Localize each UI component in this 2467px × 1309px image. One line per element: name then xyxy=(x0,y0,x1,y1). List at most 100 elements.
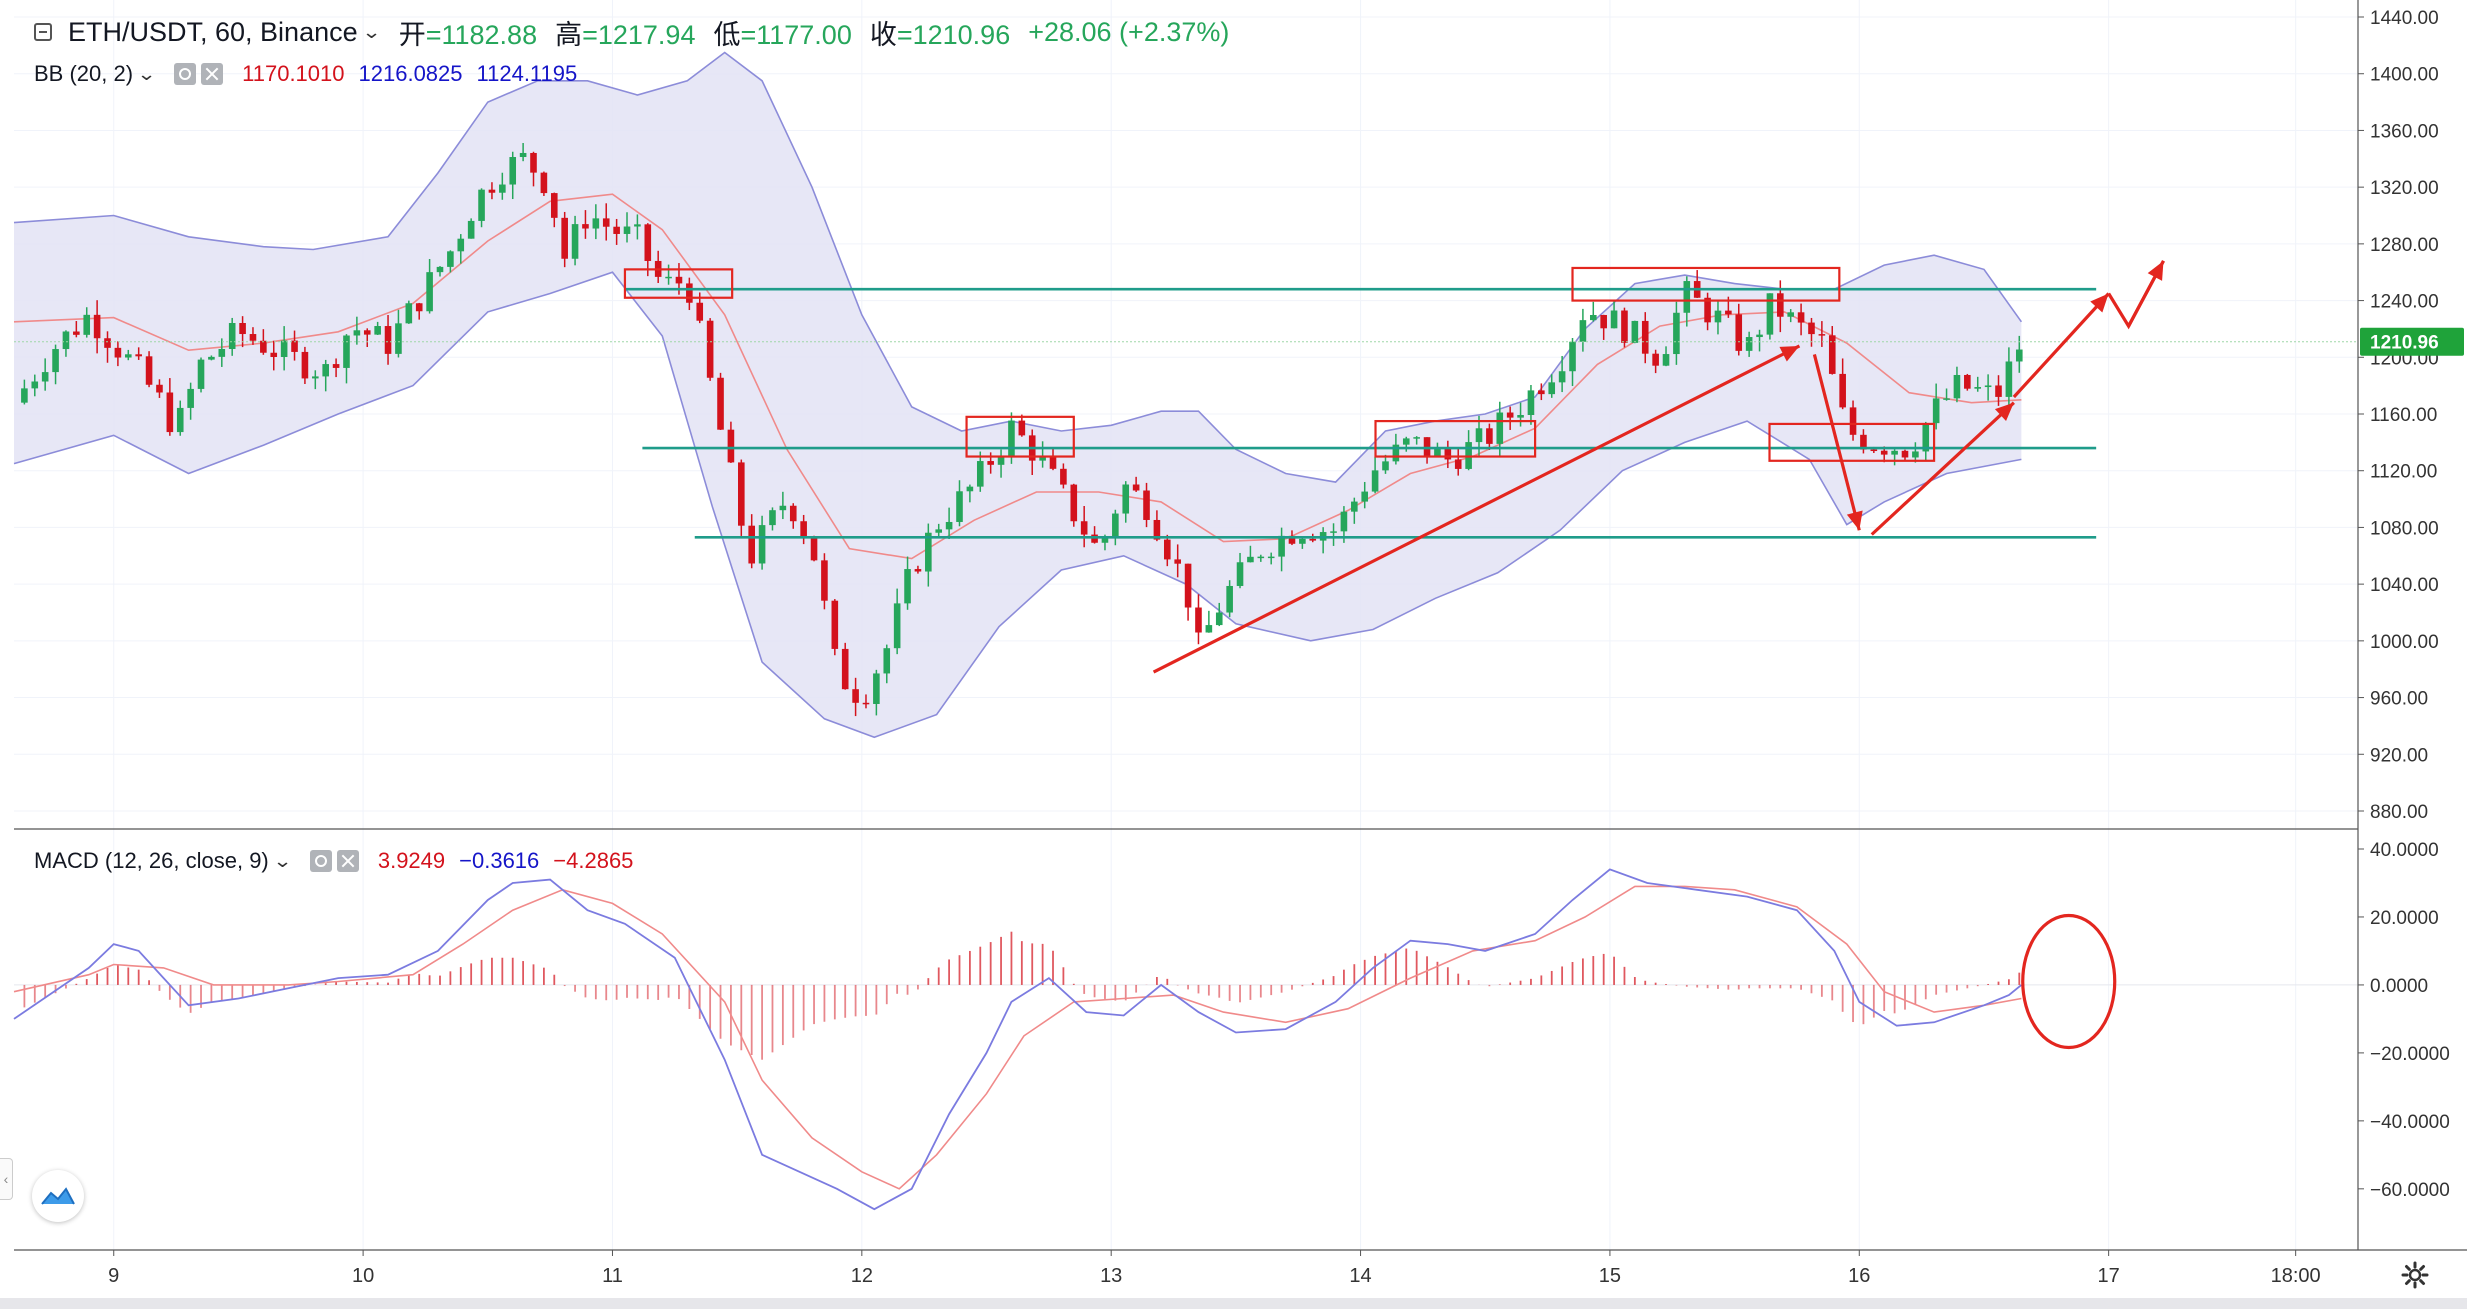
symbol-label[interactable]: ETH/USDT, 60, Binance xyxy=(68,16,358,47)
close-icon[interactable] xyxy=(201,63,224,85)
candle-body xyxy=(93,314,101,339)
collapse-legend-icon[interactable] xyxy=(34,23,52,41)
candle-body xyxy=(800,521,807,537)
candle-body xyxy=(145,356,153,385)
macd-label[interactable]: MACD (12, 26, close, 9) xyxy=(34,848,269,873)
candle-body xyxy=(789,505,797,522)
candle-body xyxy=(779,505,787,511)
candle-body xyxy=(197,359,205,389)
candle-body xyxy=(52,349,59,373)
candle-body xyxy=(1527,390,1535,415)
time-axis-label: 12 xyxy=(851,1265,873,1287)
candle-body xyxy=(1943,398,1950,400)
candle-body xyxy=(582,224,589,229)
candle-body xyxy=(623,226,631,234)
close-icon[interactable] xyxy=(336,850,359,872)
price-axis-label: 880.00 xyxy=(2370,802,2428,823)
bottom-scrollbar[interactable] xyxy=(0,1298,2467,1309)
candle-body xyxy=(1351,501,1358,512)
candle-body xyxy=(1880,450,1888,455)
macd-axis-label: −20.0000 xyxy=(2370,1044,2450,1065)
candle-body xyxy=(613,226,620,234)
eye-icon[interactable] xyxy=(174,63,197,85)
chevron-down-icon[interactable]: ⌄ xyxy=(361,21,381,42)
candle-body xyxy=(873,673,880,704)
time-axis-label: 16 xyxy=(1848,1265,1870,1287)
macd-signal-line xyxy=(13,885,2022,1190)
candle-body xyxy=(1964,374,1971,389)
price-axis-label: 1320.00 xyxy=(2370,178,2439,199)
candle-body xyxy=(1122,484,1130,514)
collapse-panel-tab[interactable]: ‹ xyxy=(0,1158,13,1200)
eye-icon[interactable] xyxy=(309,850,332,872)
chevron-down-icon[interactable]: ⌄ xyxy=(136,63,157,84)
candle-body xyxy=(1995,385,2002,397)
candle-body xyxy=(665,276,672,279)
candle-body xyxy=(1486,428,1493,444)
candle-body xyxy=(1548,382,1556,395)
candle-body xyxy=(1673,312,1680,355)
chevron-down-icon[interactable]: ⌄ xyxy=(272,850,293,871)
bollinger-label[interactable]: BB (20, 2) xyxy=(34,61,134,86)
candle-body xyxy=(384,326,392,354)
time-axis-label: 11 xyxy=(602,1265,623,1287)
arrow-head xyxy=(1846,510,1863,531)
candle-body xyxy=(1756,334,1763,338)
candle-body xyxy=(280,340,288,358)
candle-body xyxy=(1506,412,1514,418)
candle-body xyxy=(1309,538,1317,541)
candle-body xyxy=(1049,455,1057,469)
candle-body xyxy=(976,461,984,487)
candle-body xyxy=(1641,320,1649,354)
candle-body xyxy=(1621,310,1628,343)
candle-body xyxy=(1143,490,1150,520)
bollinger-upper-value: 1216.0825 xyxy=(358,61,463,86)
symbol-legend: ETH/USDT, 60, Binance ⌄ 开=1182.88 高=1217… xyxy=(34,12,1229,52)
candle-body xyxy=(831,600,839,649)
candle-body xyxy=(925,532,932,572)
candle-body xyxy=(270,352,278,358)
macd-axis-label: 0.0000 xyxy=(2370,976,2428,997)
candle-body xyxy=(135,354,142,357)
gear-icon[interactable] xyxy=(2398,1258,2432,1292)
candle-body xyxy=(852,689,859,703)
macd-histogram-value: 3.9249 xyxy=(377,848,446,873)
candle-body xyxy=(436,266,444,273)
annotation-box xyxy=(1374,419,1537,458)
price-axis-label: 1160.00 xyxy=(2370,405,2437,426)
candle-body xyxy=(353,330,361,336)
candle-body xyxy=(363,330,371,335)
candle-body xyxy=(457,238,465,252)
candle-body xyxy=(717,377,724,430)
candle-body xyxy=(1080,521,1088,535)
price-axis-label: 960.00 xyxy=(2370,689,2428,710)
last-price-tag xyxy=(2360,327,2464,356)
candle-body xyxy=(1132,484,1140,491)
candle-body xyxy=(239,323,246,335)
candle-body xyxy=(426,272,433,312)
candle-body xyxy=(519,152,527,158)
price-axis-label: 1120.00 xyxy=(2370,462,2437,483)
candle-body xyxy=(1558,371,1566,383)
price-axis-label: 1040.00 xyxy=(2370,575,2439,596)
candle-body xyxy=(1932,398,1940,424)
candle-body xyxy=(114,347,122,358)
candle-body xyxy=(1288,535,1296,544)
time-axis-label: 14 xyxy=(1349,1265,1371,1287)
candle-body xyxy=(1600,314,1607,329)
price-axis-label: 1000.00 xyxy=(2370,632,2439,653)
bollinger-basis-line xyxy=(13,193,2022,560)
candle-body xyxy=(1766,293,1774,335)
logo-icon[interactable] xyxy=(32,1170,84,1222)
candle-body xyxy=(1704,297,1711,323)
candle-body xyxy=(509,157,517,185)
candle-body xyxy=(1091,534,1098,543)
candle-body xyxy=(478,189,485,221)
macd-legend: MACD (12, 26, close, 9) ⌄ 3.9249 −0.3616… xyxy=(34,845,633,877)
candle-body xyxy=(1413,437,1420,439)
candle-body xyxy=(1382,461,1389,471)
candle-body xyxy=(1517,414,1524,418)
candle-body xyxy=(1891,450,1898,455)
candle-body xyxy=(1371,470,1379,492)
